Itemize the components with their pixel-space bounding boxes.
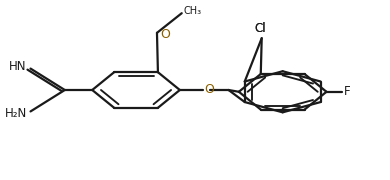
Text: Cl: Cl bbox=[254, 22, 266, 35]
Text: HN: HN bbox=[9, 60, 26, 73]
Text: H₂N: H₂N bbox=[4, 107, 27, 120]
Text: O: O bbox=[204, 83, 214, 96]
Text: CH₃: CH₃ bbox=[184, 6, 202, 16]
Text: F: F bbox=[344, 85, 350, 98]
Text: Cl: Cl bbox=[254, 22, 266, 35]
Text: O: O bbox=[160, 28, 170, 41]
